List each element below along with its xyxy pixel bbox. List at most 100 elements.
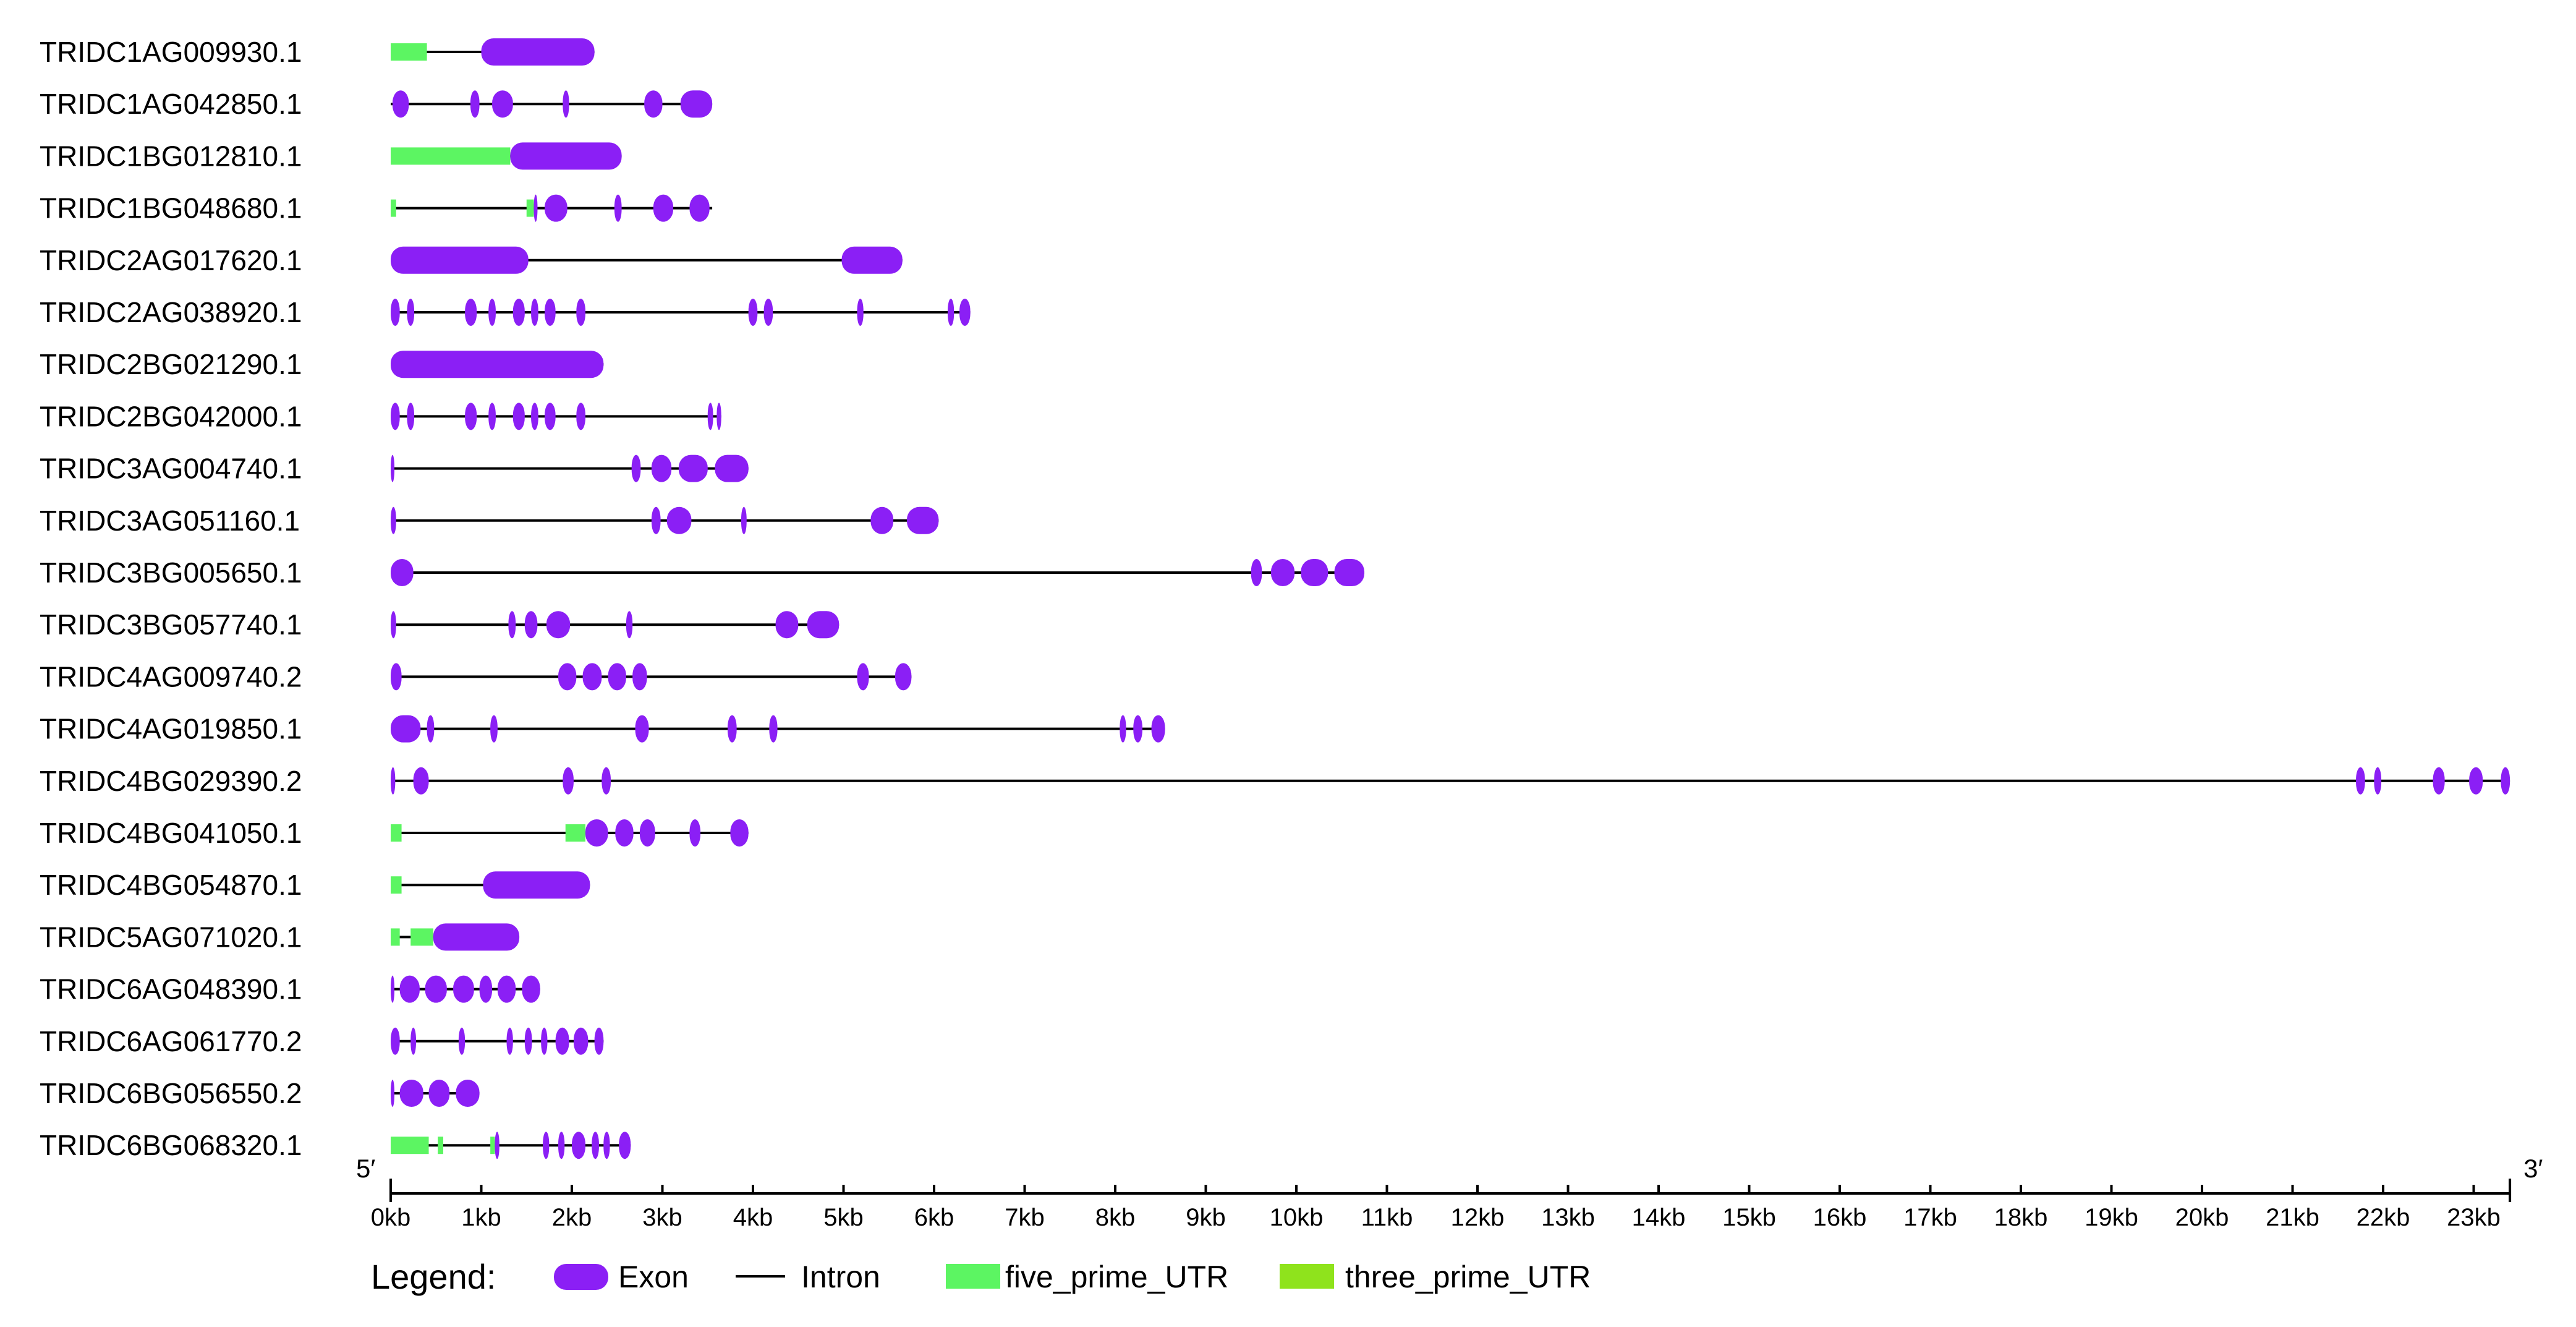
exon — [608, 663, 626, 691]
exon — [857, 663, 869, 691]
exon — [594, 1027, 604, 1055]
exon — [524, 611, 538, 639]
exon — [488, 403, 496, 430]
exon — [907, 506, 939, 534]
gene-row: TRIDC4BG029390.2 — [40, 765, 2510, 797]
exon — [763, 299, 773, 326]
axis-tick-label: 13kb — [1541, 1204, 1595, 1231]
exon — [522, 975, 540, 1003]
exon — [391, 663, 402, 691]
exon — [458, 1027, 465, 1055]
exon — [1334, 559, 1364, 586]
exon — [490, 715, 498, 743]
gene-row: TRIDC1AG009930.1 — [40, 36, 595, 68]
axis-tick-label: 23kb — [2447, 1204, 2501, 1231]
exon — [576, 403, 585, 430]
exon — [479, 975, 493, 1003]
axis-tick-label: 6kb — [914, 1204, 954, 1231]
five-prime-utr — [391, 824, 402, 842]
five-prime-utr — [490, 1137, 495, 1154]
axis-tick-label: 12kb — [1451, 1204, 1505, 1231]
gene-label: TRIDC2BG021290.1 — [40, 348, 302, 380]
exon — [678, 454, 708, 482]
axis-tick-label: 4kb — [733, 1204, 773, 1231]
exon — [546, 611, 571, 639]
exon — [651, 506, 661, 534]
exon — [391, 403, 400, 430]
exon — [391, 975, 394, 1003]
gene-label: TRIDC3AG004740.1 — [40, 453, 302, 485]
gene-row: TRIDC6AG061770.2 — [40, 1025, 604, 1057]
exon — [391, 454, 394, 482]
exon — [533, 194, 538, 222]
axis-tick-label: 11kb — [1361, 1204, 1413, 1231]
gene-row: TRIDC4BG054870.1 — [40, 869, 590, 901]
exon — [666, 506, 692, 534]
exon — [895, 663, 912, 691]
exon — [531, 403, 538, 430]
scale-axis: 0kb 1kb 2kb 3kb 4kb 5kb 6kb 7kb 8kb 9kb 10kb 11kb 12… — [356, 1154, 2543, 1231]
legend-label: Exon — [618, 1260, 689, 1294]
exon — [433, 923, 520, 951]
exon — [592, 1132, 599, 1159]
five-prime-utr — [565, 824, 585, 842]
gene-row: TRIDC6BG056550.2 — [40, 1077, 480, 1109]
gene-row: TRIDC6BG068320.1 — [40, 1129, 631, 1161]
exon — [653, 194, 674, 222]
gene-label: TRIDC6AG061770.2 — [40, 1025, 302, 1057]
gene-label: TRIDC6BG056550.2 — [40, 1077, 302, 1109]
exon — [413, 767, 429, 795]
gene-row: TRIDC3AG004740.1 — [40, 453, 749, 485]
gene-row: TRIDC4AG019850.1 — [40, 713, 1165, 745]
exon — [748, 299, 758, 326]
exon — [391, 1027, 400, 1055]
exon — [631, 454, 641, 482]
gene-row: TRIDC6AG048390.1 — [40, 973, 540, 1005]
five-prime-utr — [410, 928, 433, 946]
exon — [727, 715, 737, 743]
five-prime-utr — [391, 928, 400, 946]
exon — [524, 1027, 532, 1055]
exon — [410, 1027, 417, 1055]
exon — [576, 299, 585, 326]
exon — [545, 299, 556, 326]
exon — [730, 819, 749, 847]
exon — [857, 299, 864, 326]
axis-tick-label: 8kb — [1095, 1204, 1136, 1231]
gene-label: TRIDC4BG041050.1 — [40, 817, 302, 849]
exon — [1251, 559, 1262, 586]
exon — [619, 1132, 631, 1159]
exon — [488, 299, 496, 326]
axis-tick-label: 2kb — [552, 1204, 592, 1231]
exon — [603, 1132, 610, 1159]
legend-title: Legend: — [371, 1257, 496, 1296]
exon — [635, 715, 649, 743]
three-prime-end-label: 3′ — [2523, 1154, 2543, 1183]
exon — [391, 506, 396, 534]
exon — [870, 506, 894, 534]
exon — [741, 506, 747, 534]
exon — [769, 715, 778, 743]
gene-label: TRIDC2AG017620.1 — [40, 244, 302, 276]
exon — [563, 90, 569, 118]
exon — [453, 975, 474, 1003]
exon — [545, 194, 567, 222]
axis-tick-label: 22kb — [2357, 1204, 2410, 1231]
gene-row: TRIDC2BG042000.1 — [40, 400, 721, 432]
axis-tick-label: 16kb — [1813, 1204, 1867, 1231]
exon — [543, 1132, 550, 1159]
five-prime-utr — [391, 199, 396, 217]
gene-label: TRIDC1BG048680.1 — [40, 192, 302, 224]
exon — [807, 611, 840, 639]
exon — [495, 1132, 499, 1159]
legend-label: five_prime_UTR — [1005, 1260, 1228, 1294]
exon — [563, 767, 574, 795]
gene-label: TRIDC6BG068320.1 — [40, 1129, 302, 1161]
exon — [508, 611, 516, 639]
axis-tick-label: 1kb — [461, 1204, 501, 1231]
exon — [1120, 715, 1126, 743]
exon — [427, 715, 435, 743]
exon — [601, 767, 611, 795]
gene-label: TRIDC5AG071020.1 — [40, 921, 302, 953]
